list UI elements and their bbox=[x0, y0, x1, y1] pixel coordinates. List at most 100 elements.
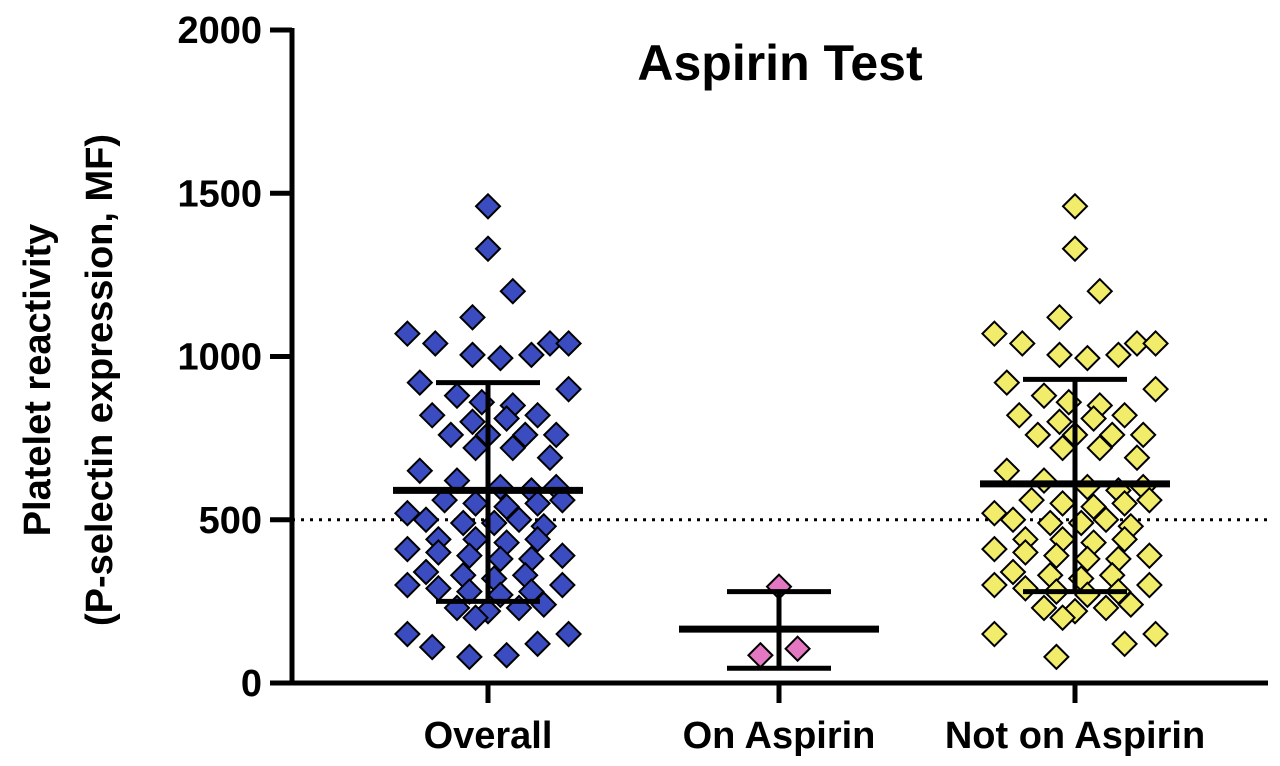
data-point-2-24 bbox=[1049, 434, 1077, 462]
data-point-2-19 bbox=[1111, 401, 1139, 429]
data-point-2-58 bbox=[1011, 574, 1039, 602]
data-point-2-13 bbox=[1030, 382, 1058, 410]
data-point-0-4 bbox=[393, 320, 421, 348]
axes bbox=[270, 27, 1268, 703]
data-point-0-7 bbox=[555, 330, 583, 357]
data-point-2-6 bbox=[1123, 330, 1151, 357]
x-category-label-1: On Aspirin bbox=[683, 715, 876, 757]
data-point-2-71 bbox=[1042, 643, 1070, 671]
data-point-2-35 bbox=[1111, 490, 1139, 517]
data-point-0-53 bbox=[412, 558, 440, 586]
data-point-0-24 bbox=[462, 434, 490, 462]
data-point-0-39 bbox=[449, 509, 477, 537]
data-point-0-13 bbox=[443, 382, 471, 410]
data-point-2-26 bbox=[1123, 444, 1151, 472]
x-category-label-2: Not on Aspirin bbox=[945, 715, 1205, 757]
data-point-2-4 bbox=[980, 320, 1008, 348]
data-point-2-67 bbox=[1049, 604, 1077, 632]
y-axis-label-line2: (P-selectin expression, MF) bbox=[79, 134, 121, 626]
data-point-2-17 bbox=[1046, 408, 1073, 436]
data-point-0-68 bbox=[393, 620, 421, 648]
data-point-2-23 bbox=[1129, 421, 1157, 449]
data-point-0-26 bbox=[536, 444, 564, 472]
data-point-2-11 bbox=[993, 369, 1021, 397]
data-point-0-20 bbox=[437, 421, 465, 449]
data-point-0-52 bbox=[548, 542, 576, 570]
data-point-0-22 bbox=[511, 421, 539, 449]
data-point-0-3 bbox=[459, 303, 486, 331]
data-point-0-2 bbox=[499, 277, 527, 305]
data-point-0-18 bbox=[493, 405, 521, 432]
data-point-2-69 bbox=[1142, 620, 1170, 648]
data-point-2-1 bbox=[1061, 235, 1089, 263]
data-point-2-49 bbox=[1042, 542, 1070, 570]
data-point-0-0 bbox=[474, 192, 502, 220]
data-point-2-0 bbox=[1061, 192, 1089, 220]
data-point-2-32 bbox=[1018, 486, 1046, 514]
data-point-2-41 bbox=[1092, 506, 1120, 534]
data-point-0-67 bbox=[462, 604, 490, 632]
data-point-0-25 bbox=[499, 434, 527, 462]
data-point-0-35 bbox=[524, 490, 552, 517]
data-point-2-2 bbox=[1086, 277, 1114, 305]
data-point-0-50 bbox=[486, 545, 514, 573]
summary-stats bbox=[393, 376, 1170, 671]
data-point-0-71 bbox=[418, 633, 446, 661]
data-point-0-32 bbox=[431, 486, 459, 514]
data-point-2-38 bbox=[999, 506, 1027, 534]
y-axis-label-line1: Platelet reactivity bbox=[17, 224, 59, 537]
data-point-2-48 bbox=[1011, 538, 1039, 566]
data-point-1-2 bbox=[784, 635, 812, 663]
data-point-0-69 bbox=[555, 620, 583, 648]
chart-title: Aspirin Test bbox=[637, 35, 923, 91]
data-point-0-73 bbox=[493, 641, 521, 669]
data-point-2-9 bbox=[1073, 344, 1101, 372]
data-point-2-16 bbox=[1005, 401, 1033, 429]
data-point-0-9 bbox=[486, 344, 514, 372]
data-point-2-20 bbox=[1024, 421, 1052, 449]
data-point-2-68 bbox=[980, 620, 1008, 648]
data-point-2-57 bbox=[980, 571, 1008, 599]
data-point-0-17 bbox=[459, 408, 486, 436]
data-point-0-49 bbox=[455, 542, 483, 570]
axis-labels: 0 500 1000 1500 2000 Overall On Aspirin Not on … bbox=[177, 10, 1205, 757]
data-point-2-53 bbox=[999, 558, 1027, 586]
y-tick-label-1500: 1500 bbox=[177, 173, 262, 215]
y-tick-label-2000: 2000 bbox=[177, 10, 262, 52]
data-point-2-8 bbox=[1046, 341, 1073, 369]
data-point-0-16 bbox=[418, 401, 446, 429]
y-tick-label-1000: 1000 bbox=[177, 337, 262, 379]
data-point-2-3 bbox=[1046, 303, 1073, 331]
data-point-2-52 bbox=[1135, 542, 1163, 570]
data-point-2-12 bbox=[1142, 375, 1170, 403]
data-point-0-33 bbox=[462, 490, 490, 517]
data-point-0-62 bbox=[548, 571, 576, 599]
data-point-0-19 bbox=[524, 401, 552, 429]
data-point-0-70 bbox=[524, 630, 552, 658]
data-point-0-57 bbox=[393, 571, 421, 599]
data-point-0-8 bbox=[459, 341, 486, 369]
data-point-0-46 bbox=[524, 525, 552, 553]
data-point-2-47 bbox=[980, 535, 1008, 563]
data-point-2-36 bbox=[1135, 486, 1163, 514]
data-point-0-72 bbox=[455, 643, 483, 671]
data-point-0-11 bbox=[406, 369, 434, 397]
data-point-1-1 bbox=[746, 641, 774, 669]
data-point-2-33 bbox=[1049, 490, 1077, 517]
data-point-0-36 bbox=[548, 486, 576, 514]
data-point-0-5 bbox=[421, 330, 449, 357]
data-point-0-12 bbox=[555, 375, 583, 403]
data-point-0-1 bbox=[474, 235, 502, 263]
data-point-2-50 bbox=[1073, 545, 1101, 573]
x-category-label-0: Overall bbox=[424, 715, 553, 757]
data-point-0-38 bbox=[412, 506, 440, 534]
data-point-2-27 bbox=[993, 457, 1021, 485]
data-point-2-25 bbox=[1086, 434, 1114, 462]
data-marks bbox=[393, 192, 1170, 671]
data-point-0-27 bbox=[406, 457, 434, 485]
data-point-2-7 bbox=[1142, 330, 1170, 357]
data-point-0-23 bbox=[542, 421, 570, 449]
data-point-0-47 bbox=[393, 535, 421, 563]
data-point-2-10 bbox=[1104, 341, 1132, 369]
